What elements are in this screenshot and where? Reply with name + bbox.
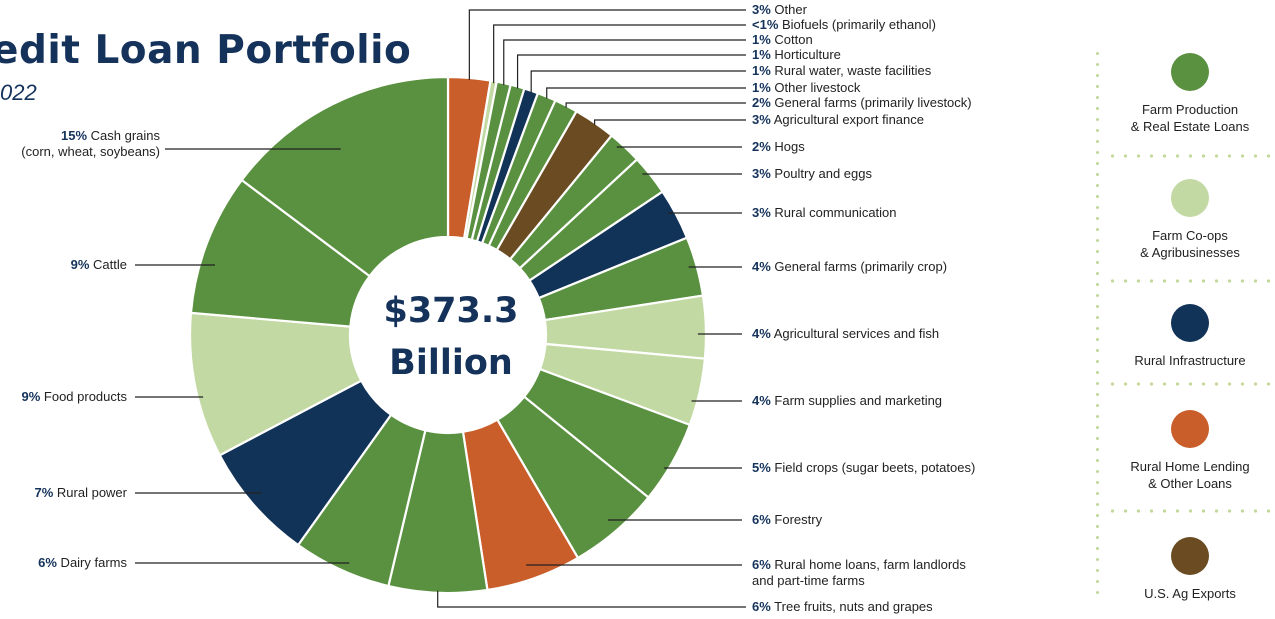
legend-vertical-divider — [1096, 48, 1099, 600]
label-percent: 7% — [35, 485, 54, 500]
legend-item-home-lending: Rural Home Lending & Other Loans — [1100, 410, 1275, 492]
legend-item-farm-production: Farm Production & Real Estate Loans — [1100, 53, 1275, 135]
legend-divider — [1106, 509, 1275, 513]
leader-line-cotton — [503, 39, 746, 86]
leader-line-horticulture — [516, 54, 746, 89]
donut-chart: 3% Other<1% Biofuels (primarily ethanol)… — [21, 2, 975, 614]
label-field-crops-sugar-beets-potatoes: 5% Field crops (sugar beets, potatoes) — [752, 460, 975, 475]
label-percent: 1% — [752, 32, 771, 47]
donut-hole — [350, 237, 546, 433]
label-percent: 4% — [752, 326, 771, 341]
legend-divider — [1106, 154, 1275, 158]
label-percent: 5% — [752, 460, 771, 475]
label-percent: 9% — [21, 389, 40, 404]
legend-label-home-lending: Rural Home Lending & Other Loans — [1130, 459, 1250, 491]
label-percent: 6% — [38, 555, 57, 570]
legend-item-infrastructure: Rural Infrastructure — [1100, 304, 1275, 369]
legend-label-coops: Farm Co-ops & Agribusinesses — [1140, 228, 1240, 260]
label-cash-grains-corn-wheat-soybeans-cont: (corn, wheat, soybeans) — [21, 144, 160, 159]
leader-line-biofuels-primarily-ethanol — [493, 24, 746, 84]
label-percent: 6% — [752, 557, 771, 572]
leader-line-other — [468, 9, 746, 80]
label-percent: 1% — [752, 80, 771, 95]
label-percent: 3% — [752, 205, 771, 220]
label-percent: 9% — [71, 257, 90, 272]
label-percent: 4% — [752, 393, 771, 408]
legend-divider — [1106, 279, 1275, 283]
legend-label-infrastructure: Rural Infrastructure — [1134, 353, 1246, 368]
label-agricultural-export-finance: 3% Agricultural export finance — [752, 112, 924, 127]
label-percent: <1% — [752, 17, 779, 32]
center-total-amount: $373.3 — [383, 291, 518, 331]
label-percent: 3% — [752, 166, 771, 181]
label-agricultural-services-and-fish: 4% Agricultural services and fish — [752, 326, 939, 341]
chart-title: edit Loan Portfolio — [0, 28, 412, 73]
label-percent: 2% — [752, 95, 771, 110]
leader-line-agricultural-export-finance — [594, 119, 746, 125]
label-rural-communication: 3% Rural communication — [752, 205, 897, 220]
legend-swatch-farm-production — [1171, 53, 1209, 91]
label-percent: 15% — [61, 128, 87, 143]
label-other: 3% Other — [752, 2, 808, 17]
legend-swatch-coops — [1171, 179, 1209, 217]
legend-swatch-infrastructure — [1171, 304, 1209, 342]
label-poultry-and-eggs: 3% Poultry and eggs — [752, 166, 872, 181]
label-rural-water-waste-facilities: 1% Rural water, waste facilities — [752, 63, 932, 78]
label-percent: 1% — [752, 47, 771, 62]
leader-line-rural-water-waste-facilities — [530, 70, 746, 93]
label-percent: 1% — [752, 63, 771, 78]
leader-line-tree-fruits-nuts-and-grapes — [437, 590, 746, 608]
leader-line-other-livestock — [546, 87, 746, 99]
legend-divider — [1106, 382, 1275, 386]
label-percent: 3% — [752, 2, 771, 17]
label-rural-home-loans-farm-landlords-and-part-time-farms-cont: and part-time farms — [752, 573, 865, 588]
legend-label-ag-exports: U.S. Ag Exports — [1144, 586, 1236, 601]
label-cash-grains-corn-wheat-soybeans: 15% Cash grains — [61, 128, 161, 143]
label-percent: 4% — [752, 259, 771, 274]
label-forestry: 6% Forestry — [752, 512, 823, 527]
label-general-farms-primarily-crop: 4% General farms (primarily crop) — [752, 259, 947, 274]
legend-item-ag-exports: U.S. Ag Exports — [1100, 537, 1275, 602]
legend-swatch-home-lending — [1171, 410, 1209, 448]
label-horticulture: 1% Horticulture — [752, 47, 841, 62]
label-rural-home-loans-farm-landlords-and-part-time-farms: 6% Rural home loans, farm landlords — [752, 557, 966, 572]
label-hogs: 2% Hogs — [752, 139, 805, 154]
label-cattle: 9% Cattle — [71, 257, 127, 272]
leader-line-general-farms-primarily-livestock — [565, 102, 746, 108]
legend: Farm Production & Real Estate Loans Farm… — [1090, 40, 1275, 602]
label-percent: 3% — [752, 112, 771, 127]
center-total-unit: Billion — [389, 343, 513, 383]
legend-swatch-ag-exports — [1171, 537, 1209, 575]
label-general-farms-primarily-livestock: 2% General farms (primarily livestock) — [752, 95, 972, 110]
label-cotton: 1% Cotton — [752, 32, 813, 47]
label-dairy-farms: 6% Dairy farms — [38, 555, 127, 570]
label-rural-power: 7% Rural power — [35, 485, 128, 500]
label-biofuels-primarily-ethanol: <1% Biofuels (primarily ethanol) — [752, 17, 936, 32]
legend-item-coops: Farm Co-ops & Agribusinesses — [1100, 179, 1275, 261]
label-percent: 6% — [752, 512, 771, 527]
label-percent: 2% — [752, 139, 771, 154]
label-percent: 6% — [752, 599, 771, 614]
label-other-livestock: 1% Other livestock — [752, 80, 861, 95]
label-tree-fruits-nuts-and-grapes: 6% Tree fruits, nuts and grapes — [752, 599, 933, 614]
legend-label-farm-production: Farm Production & Real Estate Loans — [1130, 102, 1250, 134]
label-farm-supplies-and-marketing: 4% Farm supplies and marketing — [752, 393, 942, 408]
chart-subtitle: 022 — [0, 80, 37, 105]
label-food-products: 9% Food products — [21, 389, 127, 404]
slice-cash-grains-corn-wheat-soybeans — [240, 75, 450, 278]
